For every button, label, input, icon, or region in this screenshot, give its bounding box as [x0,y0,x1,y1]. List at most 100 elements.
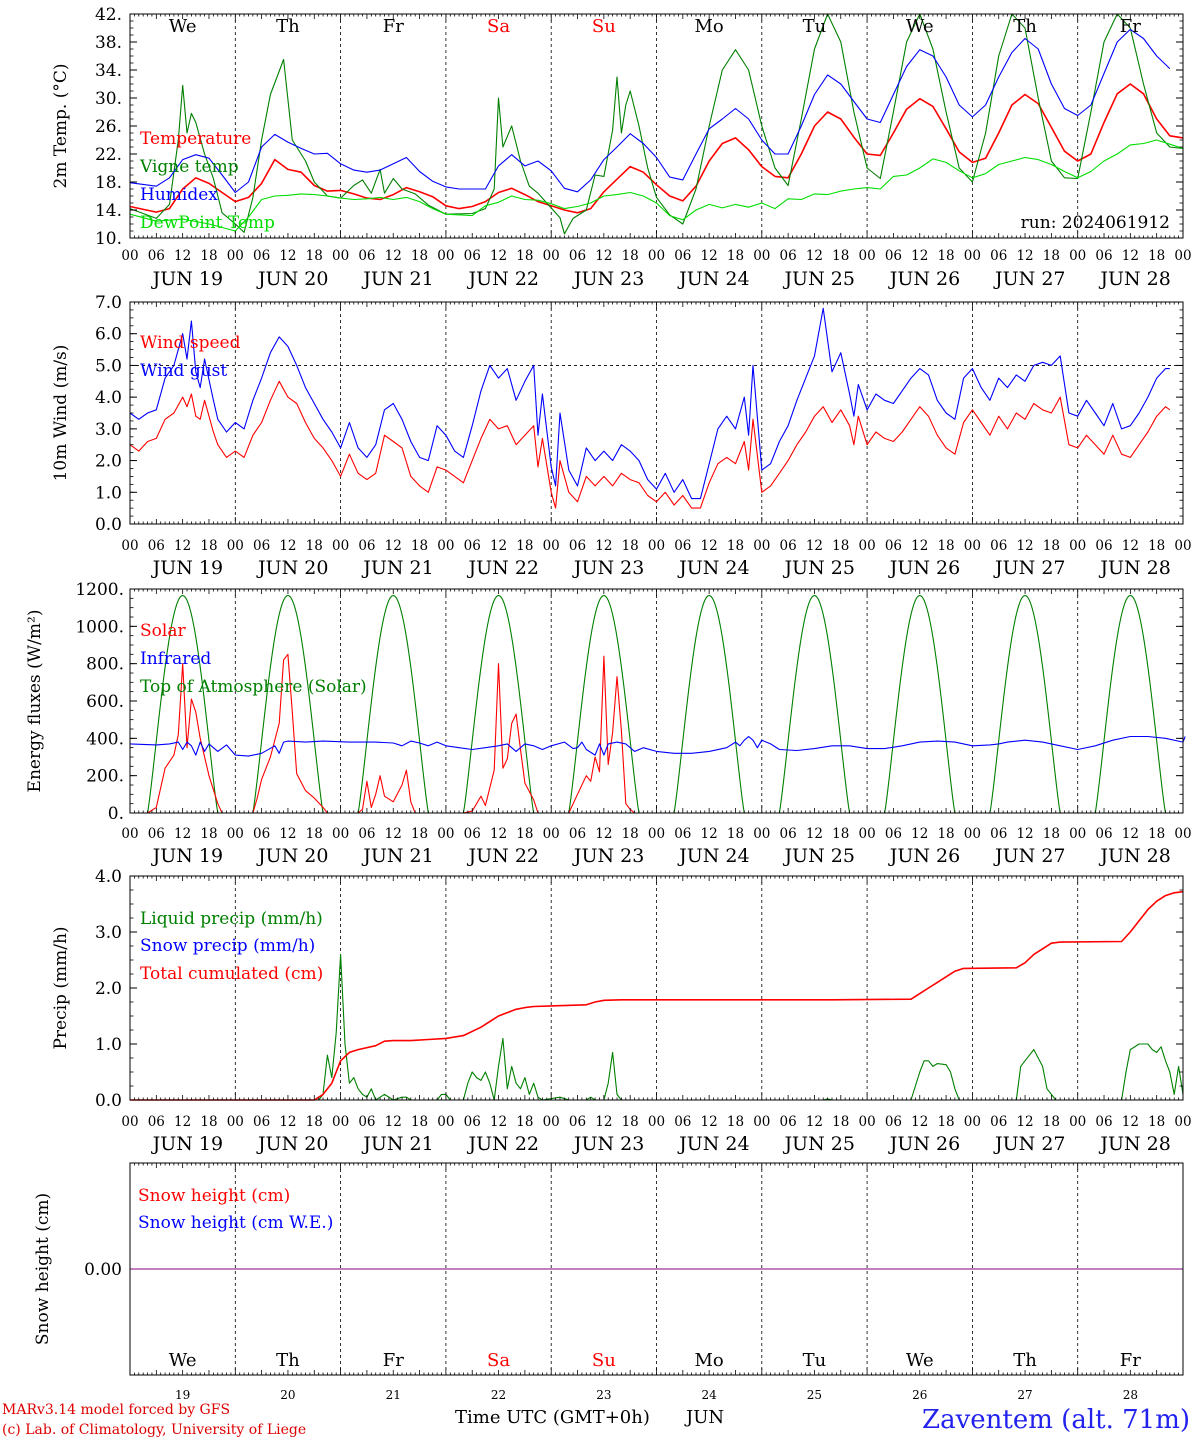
hour-label: 00 [1174,1114,1191,1130]
date-label: JUN 22 [467,1133,539,1155]
snow-grid [234,1163,1079,1375]
hour-label: 06 [358,248,375,264]
hour-label: 12 [595,826,612,842]
hour-label: 00 [753,1114,770,1130]
day-name-label: Tu [803,1350,827,1371]
hour-label: 06 [253,826,270,842]
hour-label: 12 [701,248,718,264]
hour-label: 12 [490,1114,507,1130]
hour-label: 18 [1148,826,1165,842]
station-title: Zaventem (alt. 71m) [922,1405,1190,1435]
hour-label: 18 [1148,248,1165,264]
legend-total-cumulated: Total cumulated (cm) [140,964,323,984]
hour-label: 00 [1069,826,1086,842]
hour-label: 18 [200,1114,217,1130]
y-tick-label: 3.0 [95,923,122,943]
temperature-ylabel: 2m Temp. (°C) [51,63,71,188]
hour-label: 06 [569,538,586,554]
date-label: JUN 20 [256,845,328,867]
day-name-label: Sa [487,16,510,37]
hour-label: 06 [674,826,691,842]
run-label: run: 2024061912 [1021,213,1170,233]
credit-line-2: (c) Lab. of Climatology, University of L… [2,1422,306,1438]
legend-wind-gust: Wind gust [140,361,227,381]
y-tick-label: 1.0 [95,483,122,503]
y-tick-label: 0.0 [95,1091,122,1111]
hour-label: 00 [121,538,138,554]
y-tick-label: 4.0 [95,388,122,408]
hour-label: 00 [1174,248,1191,264]
hour-label: 12 [595,248,612,264]
hour-label: 06 [674,1114,691,1130]
hour-label: 00 [648,248,665,264]
hour-label: 06 [885,538,902,554]
hour-label: 06 [148,826,165,842]
hour-label: 00 [227,1114,244,1130]
hour-label: 18 [937,538,954,554]
date-label: JUN 24 [677,845,749,867]
date-label: JUN 23 [572,268,644,290]
legend-dewpoint-temp: DewPoint Temp [140,213,275,233]
hour-label: 18 [200,826,217,842]
hour-label: 18 [727,826,744,842]
hour-label: 12 [174,826,191,842]
legend-toa-solar: Top of Atmosphere (Solar) [140,677,367,697]
day-number-label: 19 [175,1388,190,1402]
hour-label: 12 [385,826,402,842]
hour-label: 00 [1174,538,1191,554]
hour-label: 12 [490,826,507,842]
hour-label: 12 [174,248,191,264]
day-name-label: Fr [1120,16,1141,37]
legend-humidex: Humidex [140,185,218,205]
series-temperature [129,83,1184,214]
day-number-label: 25 [807,1388,822,1402]
hour-label: 18 [1148,538,1165,554]
hour-label: 12 [1122,538,1139,554]
hour-label: 18 [306,826,323,842]
date-label: JUN 28 [1098,1133,1170,1155]
hour-label: 18 [411,538,428,554]
hour-label: 00 [227,248,244,264]
series-wind-gust [129,307,1170,500]
hour-label: 06 [990,1114,1007,1130]
y-tick-label: 200. [86,767,124,787]
hour-label: 18 [516,826,533,842]
hour-label: 18 [1148,1114,1165,1130]
hour-label: 18 [832,248,849,264]
hour-label: 06 [569,1114,586,1130]
hour-label: 06 [464,248,481,264]
y-tick-label: 1.0 [95,1035,122,1055]
y-tick-label: 5.0 [95,356,122,376]
hour-label: 00 [332,538,349,554]
series-total-cumulated-cm [130,890,1184,1101]
series-infrared [129,735,1186,757]
hour-label: 00 [753,826,770,842]
hour-label: 12 [911,538,928,554]
energy-frame [129,588,1184,814]
precip-frame [129,875,1184,1101]
hour-label: 06 [1095,248,1112,264]
hour-label: 06 [148,538,165,554]
y-tick-label: 400. [86,729,124,749]
date-label: JUN 26 [888,557,960,579]
hour-label: 12 [806,826,823,842]
hour-label: 00 [227,538,244,554]
hour-label: 06 [569,826,586,842]
day-name-label: Th [1013,16,1037,37]
hour-label: 12 [279,248,296,264]
hour-label: 18 [622,538,639,554]
hour-label: 06 [148,248,165,264]
day-name-label: Mo [695,1350,724,1371]
hour-label: 18 [937,1114,954,1130]
hour-label: 00 [437,248,454,264]
hour-label: 06 [253,1114,270,1130]
day-name-label: We [906,16,934,37]
y-tick-label: 4.0 [95,867,122,887]
hour-label: 06 [780,248,797,264]
hour-label: 00 [1069,248,1086,264]
hour-label: 06 [885,248,902,264]
hour-label: 06 [1095,1114,1112,1130]
